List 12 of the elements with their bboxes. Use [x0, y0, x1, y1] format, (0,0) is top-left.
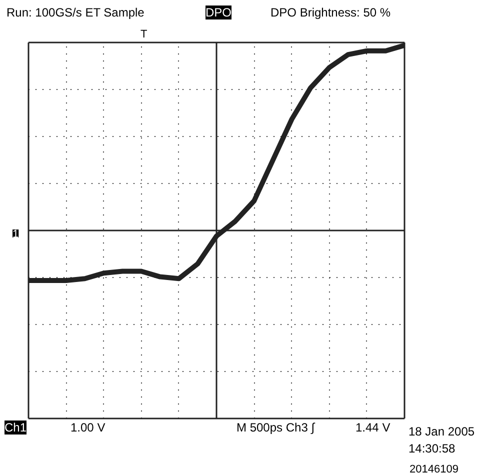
text: 20146109	[410, 464, 458, 475]
text: M 500ps Ch3 ∫	[236, 420, 316, 434]
chart-title: Run: 100GS/s ET Sample	[6, 6, 145, 20]
text: 14:30:58	[408, 442, 456, 456]
text: T	[140, 28, 148, 40]
text: 1.00 V	[70, 420, 106, 434]
text: 1	[12, 228, 19, 240]
text: 1.44 V	[356, 420, 390, 434]
text: DPO	[206, 6, 232, 20]
text: 18 Jan 2005	[408, 424, 475, 438]
text: Ch1	[4, 420, 27, 434]
chart-subtitle: DPO Brightness: 50 %	[270, 6, 391, 20]
